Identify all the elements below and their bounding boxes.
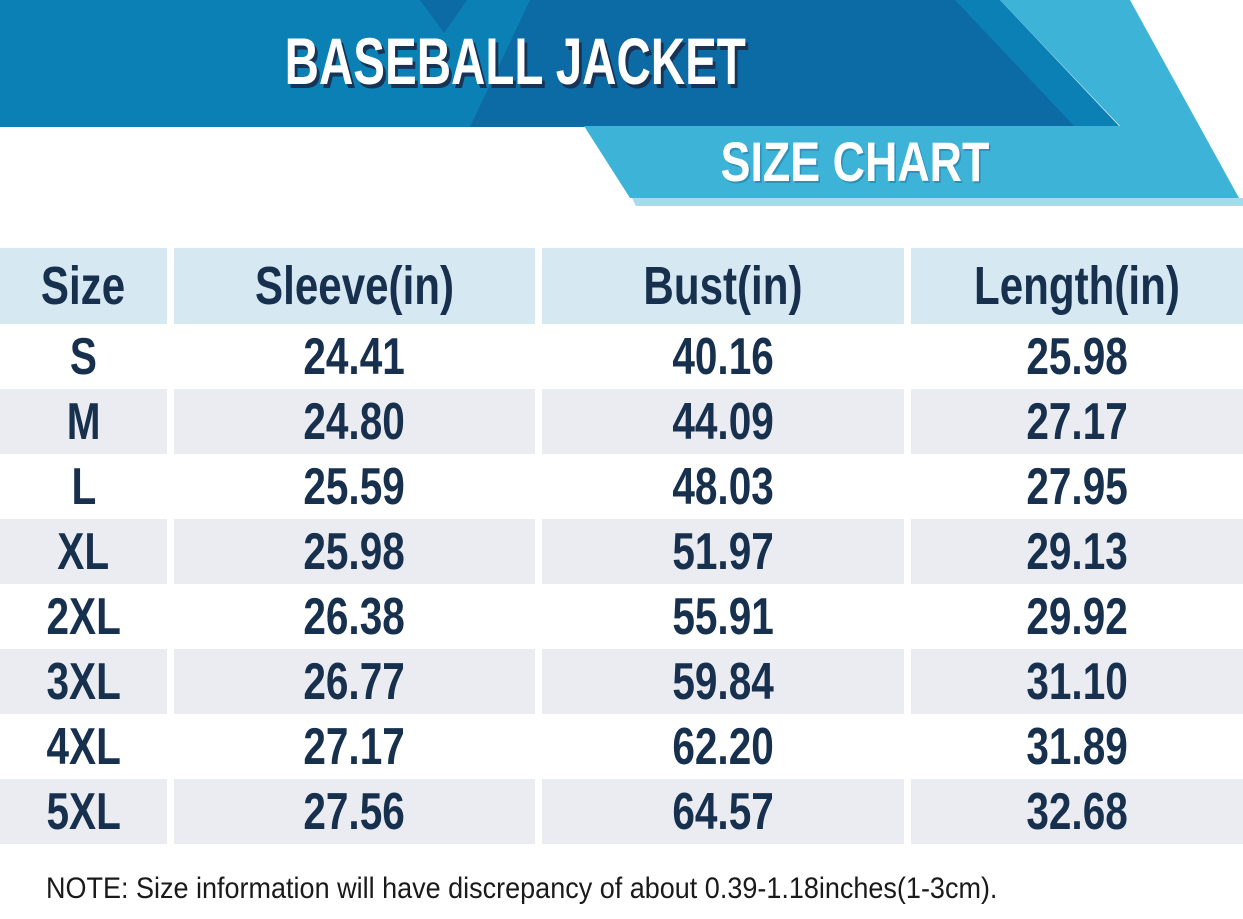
length-cell: 27.95	[911, 454, 1243, 519]
column-divider	[535, 248, 542, 324]
column-divider	[535, 519, 542, 584]
column-header-size-label: Size	[41, 256, 126, 316]
page-subtitle-text: SIZE CHART	[720, 130, 990, 193]
column-divider	[535, 324, 542, 389]
banner-background	[0, 0, 1243, 206]
column-divider	[535, 714, 542, 779]
page-title-text: BASEBALL JACKET	[284, 24, 746, 98]
size-cell: XL	[0, 519, 167, 584]
bust-cell: 40.16	[542, 324, 904, 389]
size-cell: 3XL	[0, 649, 167, 714]
table-row: 2XL 26.38 55.91 29.92	[0, 584, 1243, 649]
bust-cell: 62.20	[542, 714, 904, 779]
column-divider	[904, 649, 911, 714]
length-cell: 31.89	[911, 714, 1243, 779]
table-row: 3XL 26.77 59.84 31.10	[0, 649, 1243, 714]
length-cell: 29.13	[911, 519, 1243, 584]
column-divider	[167, 779, 174, 844]
size-note-text: NOTE: Size information will have discrep…	[46, 872, 998, 905]
length-cell: 32.68	[911, 779, 1243, 844]
table-row: 5XL 27.56 64.57 32.68	[0, 779, 1243, 844]
size-cell: 5XL	[0, 779, 167, 844]
column-divider	[535, 389, 542, 454]
column-divider	[167, 248, 174, 324]
column-divider	[167, 519, 174, 584]
column-header-sleeve-label: Sleeve(in)	[254, 256, 454, 316]
column-divider	[904, 389, 911, 454]
sleeve-cell: 26.77	[174, 649, 535, 714]
size-cell: M	[0, 389, 167, 454]
column-header-length-label: Length(in)	[974, 256, 1180, 316]
column-divider	[535, 584, 542, 649]
column-divider	[904, 324, 911, 389]
sleeve-cell: 27.56	[174, 779, 535, 844]
size-cell: S	[0, 324, 167, 389]
column-divider	[904, 584, 911, 649]
sleeve-cell: 24.80	[174, 389, 535, 454]
sleeve-cell: 24.41	[174, 324, 535, 389]
size-cell: L	[0, 454, 167, 519]
column-header-sleeve: Sleeve(in)	[174, 248, 535, 324]
page-title: BASEBALL JACKET	[0, 28, 1030, 94]
length-cell: 31.10	[911, 649, 1243, 714]
sleeve-cell: 27.17	[174, 714, 535, 779]
bust-cell: 44.09	[542, 389, 904, 454]
size-table-body: S 24.41 40.16 25.98 M 24.80 44.09 27.17	[0, 324, 1243, 844]
table-row: M 24.80 44.09 27.17	[0, 389, 1243, 454]
column-divider	[167, 324, 174, 389]
banner-shape-notch	[420, 0, 467, 33]
sleeve-cell: 25.59	[174, 454, 535, 519]
banner-shape-strip	[632, 198, 1243, 206]
column-header-bust: Bust(in)	[542, 248, 904, 324]
bust-cell: 51.97	[542, 519, 904, 584]
size-table: Size Sleeve(in) Bust(in) Length(in) S 24…	[0, 248, 1243, 844]
length-cell: 29.92	[911, 584, 1243, 649]
size-note: NOTE: Size information will have discrep…	[46, 872, 1103, 906]
table-row: 4XL 27.17 62.20 31.89	[0, 714, 1243, 779]
column-divider	[535, 779, 542, 844]
size-cell: 2XL	[0, 584, 167, 649]
column-divider	[904, 248, 911, 324]
length-cell: 25.98	[911, 324, 1243, 389]
table-row: S 24.41 40.16 25.98	[0, 324, 1243, 389]
column-header-bust-label: Bust(in)	[643, 256, 803, 316]
bust-cell: 48.03	[542, 454, 904, 519]
size-cell: 4XL	[0, 714, 167, 779]
banner-shape-dark	[470, 0, 1075, 127]
page-subtitle: SIZE CHART	[660, 134, 1050, 190]
column-header-length: Length(in)	[911, 248, 1243, 324]
table-header-row: Size Sleeve(in) Bust(in) Length(in)	[0, 248, 1243, 324]
sleeve-cell: 25.98	[174, 519, 535, 584]
column-divider	[167, 649, 174, 714]
column-header-size: Size	[0, 248, 167, 324]
table-row: L 25.59 48.03 27.95	[0, 454, 1243, 519]
column-divider	[167, 389, 174, 454]
bust-cell: 64.57	[542, 779, 904, 844]
table-row: XL 25.98 51.97 29.13	[0, 519, 1243, 584]
column-divider	[904, 454, 911, 519]
bust-cell: 55.91	[542, 584, 904, 649]
column-divider	[167, 454, 174, 519]
column-divider	[904, 519, 911, 584]
sleeve-cell: 26.38	[174, 584, 535, 649]
column-divider	[904, 779, 911, 844]
column-divider	[904, 714, 911, 779]
column-divider	[167, 584, 174, 649]
column-divider	[167, 714, 174, 779]
length-cell: 27.17	[911, 389, 1243, 454]
column-divider	[535, 649, 542, 714]
banner-shape-light	[584, 0, 1239, 198]
column-divider	[535, 454, 542, 519]
bust-cell: 59.84	[542, 649, 904, 714]
